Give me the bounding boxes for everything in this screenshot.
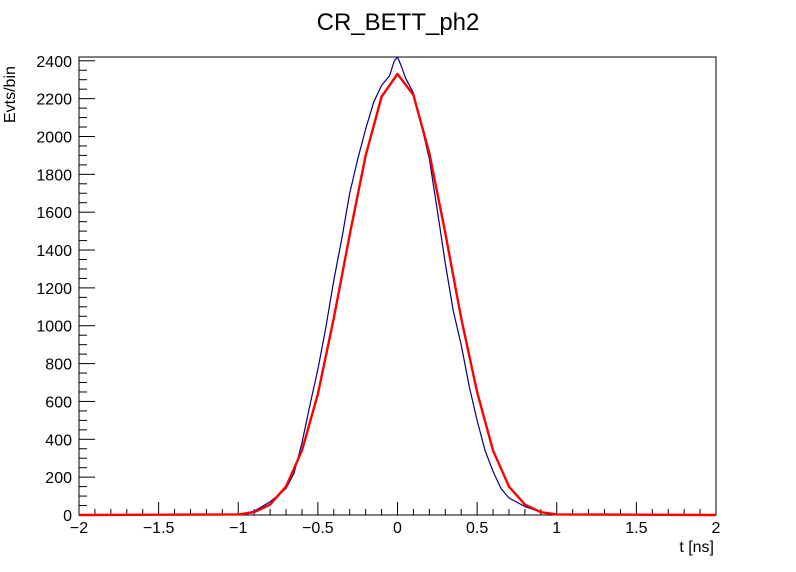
y-tick-label: 600 <box>45 394 72 411</box>
y-tick-label: 0 <box>63 508 72 525</box>
y-tick-label: 400 <box>45 432 72 449</box>
x-tick-label: −1 <box>229 520 247 537</box>
x-tick-label: 0 <box>393 520 402 537</box>
y-tick-label: 2000 <box>36 129 72 146</box>
chart-title: CR_BETT_ph2 <box>317 9 480 36</box>
y-tick-label: 1000 <box>36 319 72 336</box>
x-tick-label: −1.5 <box>143 520 175 537</box>
y-axis-label: Evts/bin <box>2 66 19 123</box>
y-tick-label: 2400 <box>36 54 72 71</box>
x-tick-label: 2 <box>712 520 721 537</box>
x-tick-label: −0.5 <box>302 520 334 537</box>
y-tick-label: 2200 <box>36 92 72 109</box>
y-tick-label: 1200 <box>36 281 72 298</box>
x-tick-label: 0.5 <box>466 520 488 537</box>
series-group <box>78 56 717 517</box>
axis-ticks: −2 −1.5 −1 −0.5 0 0.5 1 1.5 2 0 200 400 600 800 1000 12… <box>36 54 720 537</box>
histogram-line <box>78 56 717 516</box>
x-tick-label: −2 <box>70 520 88 537</box>
y-tick-label: 1800 <box>36 167 72 184</box>
plot-frame <box>78 56 717 516</box>
y-tick-label: 800 <box>45 357 72 374</box>
x-tick-label: 1.5 <box>625 520 647 537</box>
y-tick-label: 200 <box>45 470 72 487</box>
y-tick-label: 1400 <box>36 243 72 260</box>
x-tick-label: 1 <box>552 520 561 537</box>
x-axis-label: t [ns] <box>679 539 714 556</box>
y-tick-label: 1600 <box>36 205 72 222</box>
fit-curve <box>78 72 717 517</box>
